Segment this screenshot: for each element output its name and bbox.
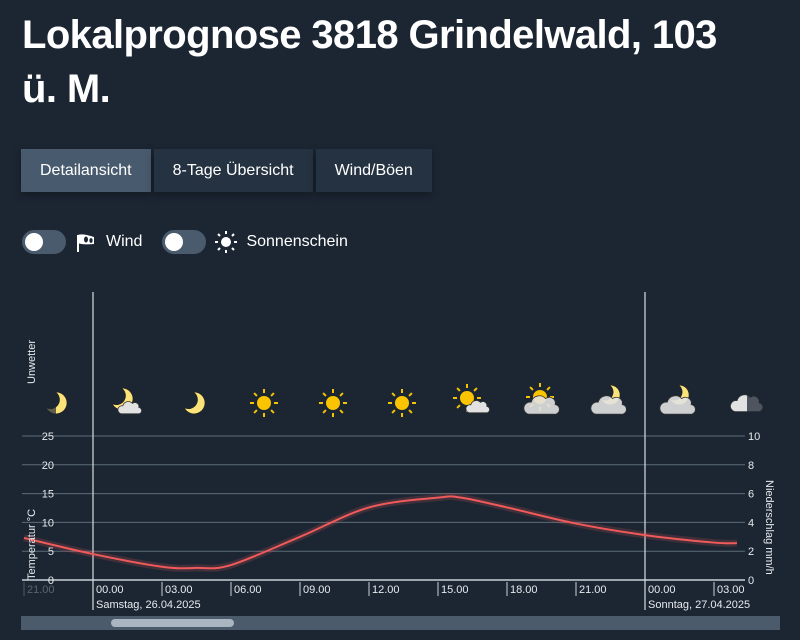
sonnenschein-toggle-label: Sonnenschein: [246, 233, 348, 250]
y2-axis-label: Niederschlag mm/h: [763, 480, 775, 575]
page-title: Lokalprognose 3818 Grindelwald, 103 ü. M…: [22, 8, 717, 116]
sun-ray: [270, 392, 275, 397]
sun-icon: [319, 389, 347, 417]
sun-ray: [391, 392, 396, 397]
wind-toggle[interactable]: [22, 230, 66, 254]
sun-icon: [453, 384, 481, 412]
page-title-line1: Lokalprognose 3818 Grindelwald, 103: [22, 13, 717, 57]
sun-disc: [326, 396, 340, 410]
y-tick-label: 15: [42, 489, 54, 501]
weather-icon-moon-cloud: [111, 387, 143, 415]
moon-icon: [183, 391, 206, 415]
temperature-line: [23, 495, 738, 570]
weather-icon-sun-overcast: [523, 383, 560, 415]
x-tick-label: 15.00: [441, 584, 469, 596]
cloud-icon: [465, 400, 491, 414]
weather-icon-overcast: [729, 389, 787, 421]
sun-disc: [460, 391, 474, 405]
cloud-icon: [659, 395, 696, 415]
sonnenschein-toggle[interactable]: [162, 230, 207, 254]
weather-icon-sun: [388, 389, 416, 417]
day-label: Samstag, 26.04.2025: [96, 599, 201, 611]
sun-icon: [250, 389, 278, 417]
sun-ray: [339, 392, 344, 397]
sun-ray: [253, 409, 258, 414]
x-tick-label: 00.00: [648, 584, 676, 596]
view-tabs: Detailansicht 8-Tage Übersicht Wind/Böen: [21, 149, 432, 192]
fade-overlay: [747, 389, 787, 421]
x-tick-label: 21.00: [27, 584, 55, 596]
sun-disc: [395, 396, 409, 410]
x-tick-label: 18.00: [510, 584, 538, 596]
y-tick-label: 10: [42, 517, 54, 529]
sun-ray: [322, 409, 327, 414]
x-tick-label: 03.00: [717, 584, 745, 596]
sun-ray: [408, 392, 413, 397]
y-tick-label: 20: [42, 460, 54, 472]
x-tick-label: 00.00: [96, 584, 124, 596]
sun-ray: [339, 409, 344, 414]
tab-8-tage-uebersicht[interactable]: 8-Tage Übersicht: [153, 149, 313, 192]
weather-icon-sun-cloud: [453, 384, 491, 414]
sun-icon: [388, 389, 416, 417]
y-tick-label: 25: [42, 431, 54, 443]
sun-ray: [253, 392, 258, 397]
weather-icon-moon-overcast: [659, 384, 696, 415]
sun-ray: [456, 404, 461, 409]
sun-ray: [546, 386, 551, 391]
y2-tick-label: 2: [748, 546, 754, 558]
x-tick-label: 09.00: [303, 584, 331, 596]
cloud-icon: [117, 401, 143, 415]
weather-icon-sun: [250, 389, 278, 417]
forecast-chart: 0 5 10 15 20 25 0 2 4 6 8 10 21.00 00.00 03.00 06.00 09.…: [22, 292, 787, 611]
y2-tick-label: 4: [748, 517, 754, 529]
weather-icon-moon: [183, 391, 206, 415]
y2-tick-label: 0: [748, 575, 754, 587]
y2-tick-label: 8: [748, 460, 754, 472]
chart-scrollbar-thumb[interactable]: [111, 619, 234, 627]
sun-ray: [473, 387, 478, 392]
tab-detailansicht[interactable]: Detailansicht: [21, 149, 151, 192]
x-tick-label: 21.00: [579, 584, 607, 596]
cloud-icon: [523, 395, 560, 415]
chart-toggles: Wind Sonnenschein: [22, 230, 368, 254]
cloud-icon: [590, 395, 627, 415]
sun-disc: [257, 396, 271, 410]
sun-ray: [529, 386, 534, 391]
weather-icon-sun: [319, 389, 347, 417]
y-axis-label: Temperatur °C: [26, 509, 38, 580]
sun-ray: [322, 392, 327, 397]
y2-tick-label: 10: [748, 431, 760, 443]
page-title-line2: ü. M.: [22, 67, 111, 111]
y-tick-label: 5: [48, 546, 54, 558]
x-tick-label: 12.00: [372, 584, 400, 596]
sun-icon: [215, 231, 238, 253]
sun-ray: [456, 387, 461, 392]
tab-wind-boeen[interactable]: Wind/Böen: [315, 149, 432, 192]
sun-ray: [391, 409, 396, 414]
windsock-icon: [77, 234, 94, 252]
y-tick-label: 0: [48, 575, 54, 587]
sun-ray: [270, 409, 275, 414]
x-tick-label: 06.00: [234, 584, 262, 596]
y2-tick-label: 6: [748, 489, 754, 501]
x-tick-label: 03.00: [165, 584, 193, 596]
wind-toggle-label: Wind: [106, 233, 143, 250]
chart-scrollbar[interactable]: [21, 616, 780, 630]
weather-icon-moon-overcast: [590, 384, 627, 415]
fade-overlay: [40, 388, 56, 418]
unwetter-label: Unwetter: [26, 340, 38, 384]
sun-ray: [408, 409, 413, 414]
day-label: Sonntag, 27.04.2025: [648, 599, 750, 611]
